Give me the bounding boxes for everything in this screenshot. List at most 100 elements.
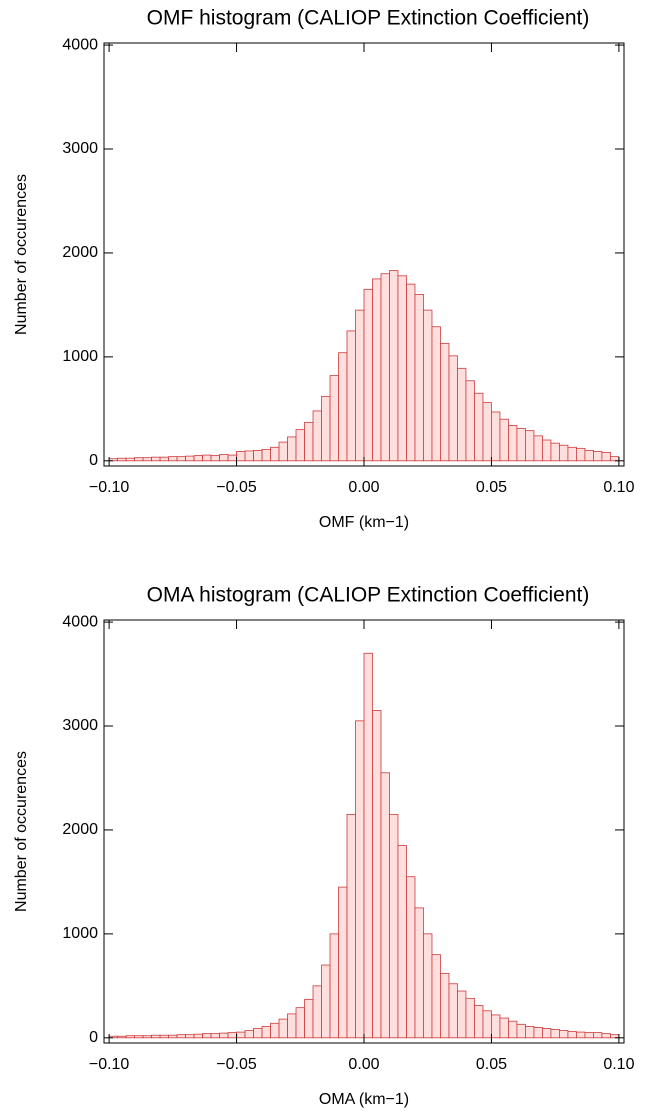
bar [474, 392, 484, 462]
bar [567, 446, 577, 462]
bar [380, 273, 390, 462]
bar [533, 435, 543, 462]
bar [210, 1033, 220, 1039]
y-tick-label: 2000 [62, 244, 98, 261]
bar [448, 355, 458, 462]
bar [525, 430, 535, 462]
bar [465, 997, 475, 1039]
bar [440, 342, 450, 462]
bar [533, 1027, 543, 1039]
bar [431, 326, 441, 462]
bar [576, 1031, 586, 1039]
bar [270, 446, 280, 462]
bar [219, 454, 229, 462]
bar [338, 352, 348, 462]
x-tick-label: 0.10 [603, 479, 634, 496]
bar [219, 1032, 229, 1039]
bar [193, 455, 203, 462]
bar [601, 1033, 611, 1039]
bar [117, 1035, 127, 1039]
y-tick-label: 4000 [62, 36, 98, 53]
x-tick-label: 0.05 [476, 1056, 507, 1073]
bar [389, 270, 399, 462]
bar [295, 429, 305, 462]
bar [601, 452, 611, 462]
y-tick-label: 1000 [62, 348, 98, 365]
bar [516, 428, 526, 462]
chart: −0.10 −0.05 0.00 0.05 0.10 0 1000 2000 3000 4000 O… [13, 7, 634, 532]
bar [389, 813, 399, 1039]
bar [414, 907, 424, 1039]
bar [593, 1032, 603, 1039]
y-tick-label: 3000 [62, 717, 98, 734]
bar [287, 436, 297, 462]
bar [159, 1034, 169, 1039]
bar [117, 457, 127, 462]
bar [278, 441, 288, 462]
bar [142, 1035, 152, 1039]
bar [363, 652, 373, 1039]
bar [304, 998, 314, 1039]
bar [134, 457, 144, 462]
bar [431, 954, 441, 1039]
bar [457, 367, 467, 462]
bar [338, 886, 348, 1039]
bar [151, 456, 161, 462]
bar [321, 964, 331, 1039]
bar [253, 450, 263, 462]
bar [329, 375, 339, 462]
bar [584, 1032, 594, 1039]
bar [227, 454, 237, 462]
bar [321, 395, 331, 462]
bar [423, 933, 433, 1039]
bar [567, 1031, 577, 1039]
bar [406, 876, 416, 1039]
bar [610, 456, 620, 462]
bar [508, 425, 518, 462]
bar [380, 772, 390, 1039]
y-tick-label: 0 [89, 452, 98, 469]
bar [423, 309, 433, 462]
x-tick-label: −0.05 [216, 1056, 257, 1073]
bar [287, 1013, 297, 1039]
bar [193, 1033, 203, 1039]
bar [227, 1032, 237, 1039]
x-tick-label: 0.00 [348, 479, 379, 496]
x-tick-label: 0.05 [476, 479, 507, 496]
bar [142, 457, 152, 462]
bar [202, 454, 212, 462]
bar [134, 1035, 144, 1039]
bar [185, 1034, 195, 1039]
bar [355, 720, 365, 1039]
bar [448, 983, 458, 1039]
bar [346, 813, 356, 1039]
x-tick-label: 0.10 [603, 1056, 634, 1073]
bar [491, 411, 501, 462]
chart: −0.10 −0.05 0.00 0.05 0.10 0 1000 2000 3000 4000 O… [13, 584, 634, 1109]
bar [542, 439, 552, 462]
bar [559, 1030, 569, 1039]
bar [278, 1018, 288, 1039]
bar [397, 275, 407, 462]
bar [151, 1034, 161, 1039]
bar [465, 380, 475, 462]
y-tick-label: 2000 [62, 821, 98, 838]
bar [236, 451, 246, 462]
bar [304, 421, 314, 462]
bar [482, 402, 492, 462]
bar [295, 1007, 305, 1039]
bar [397, 845, 407, 1039]
x-axis-label: OMA (km−1) [319, 1091, 409, 1108]
bar [440, 972, 450, 1039]
bar [584, 450, 594, 462]
bar [482, 1010, 492, 1039]
chart-title: OMF histogram (CALIOP Extinction Coeffic… [147, 7, 590, 30]
x-tick-label: −0.05 [216, 479, 257, 496]
bar [125, 1035, 135, 1039]
bar [176, 456, 186, 462]
bar [576, 447, 586, 462]
y-axis-label: Number of occurences [13, 174, 30, 335]
bar [270, 1022, 280, 1039]
bar [329, 933, 339, 1039]
bar [457, 990, 467, 1039]
